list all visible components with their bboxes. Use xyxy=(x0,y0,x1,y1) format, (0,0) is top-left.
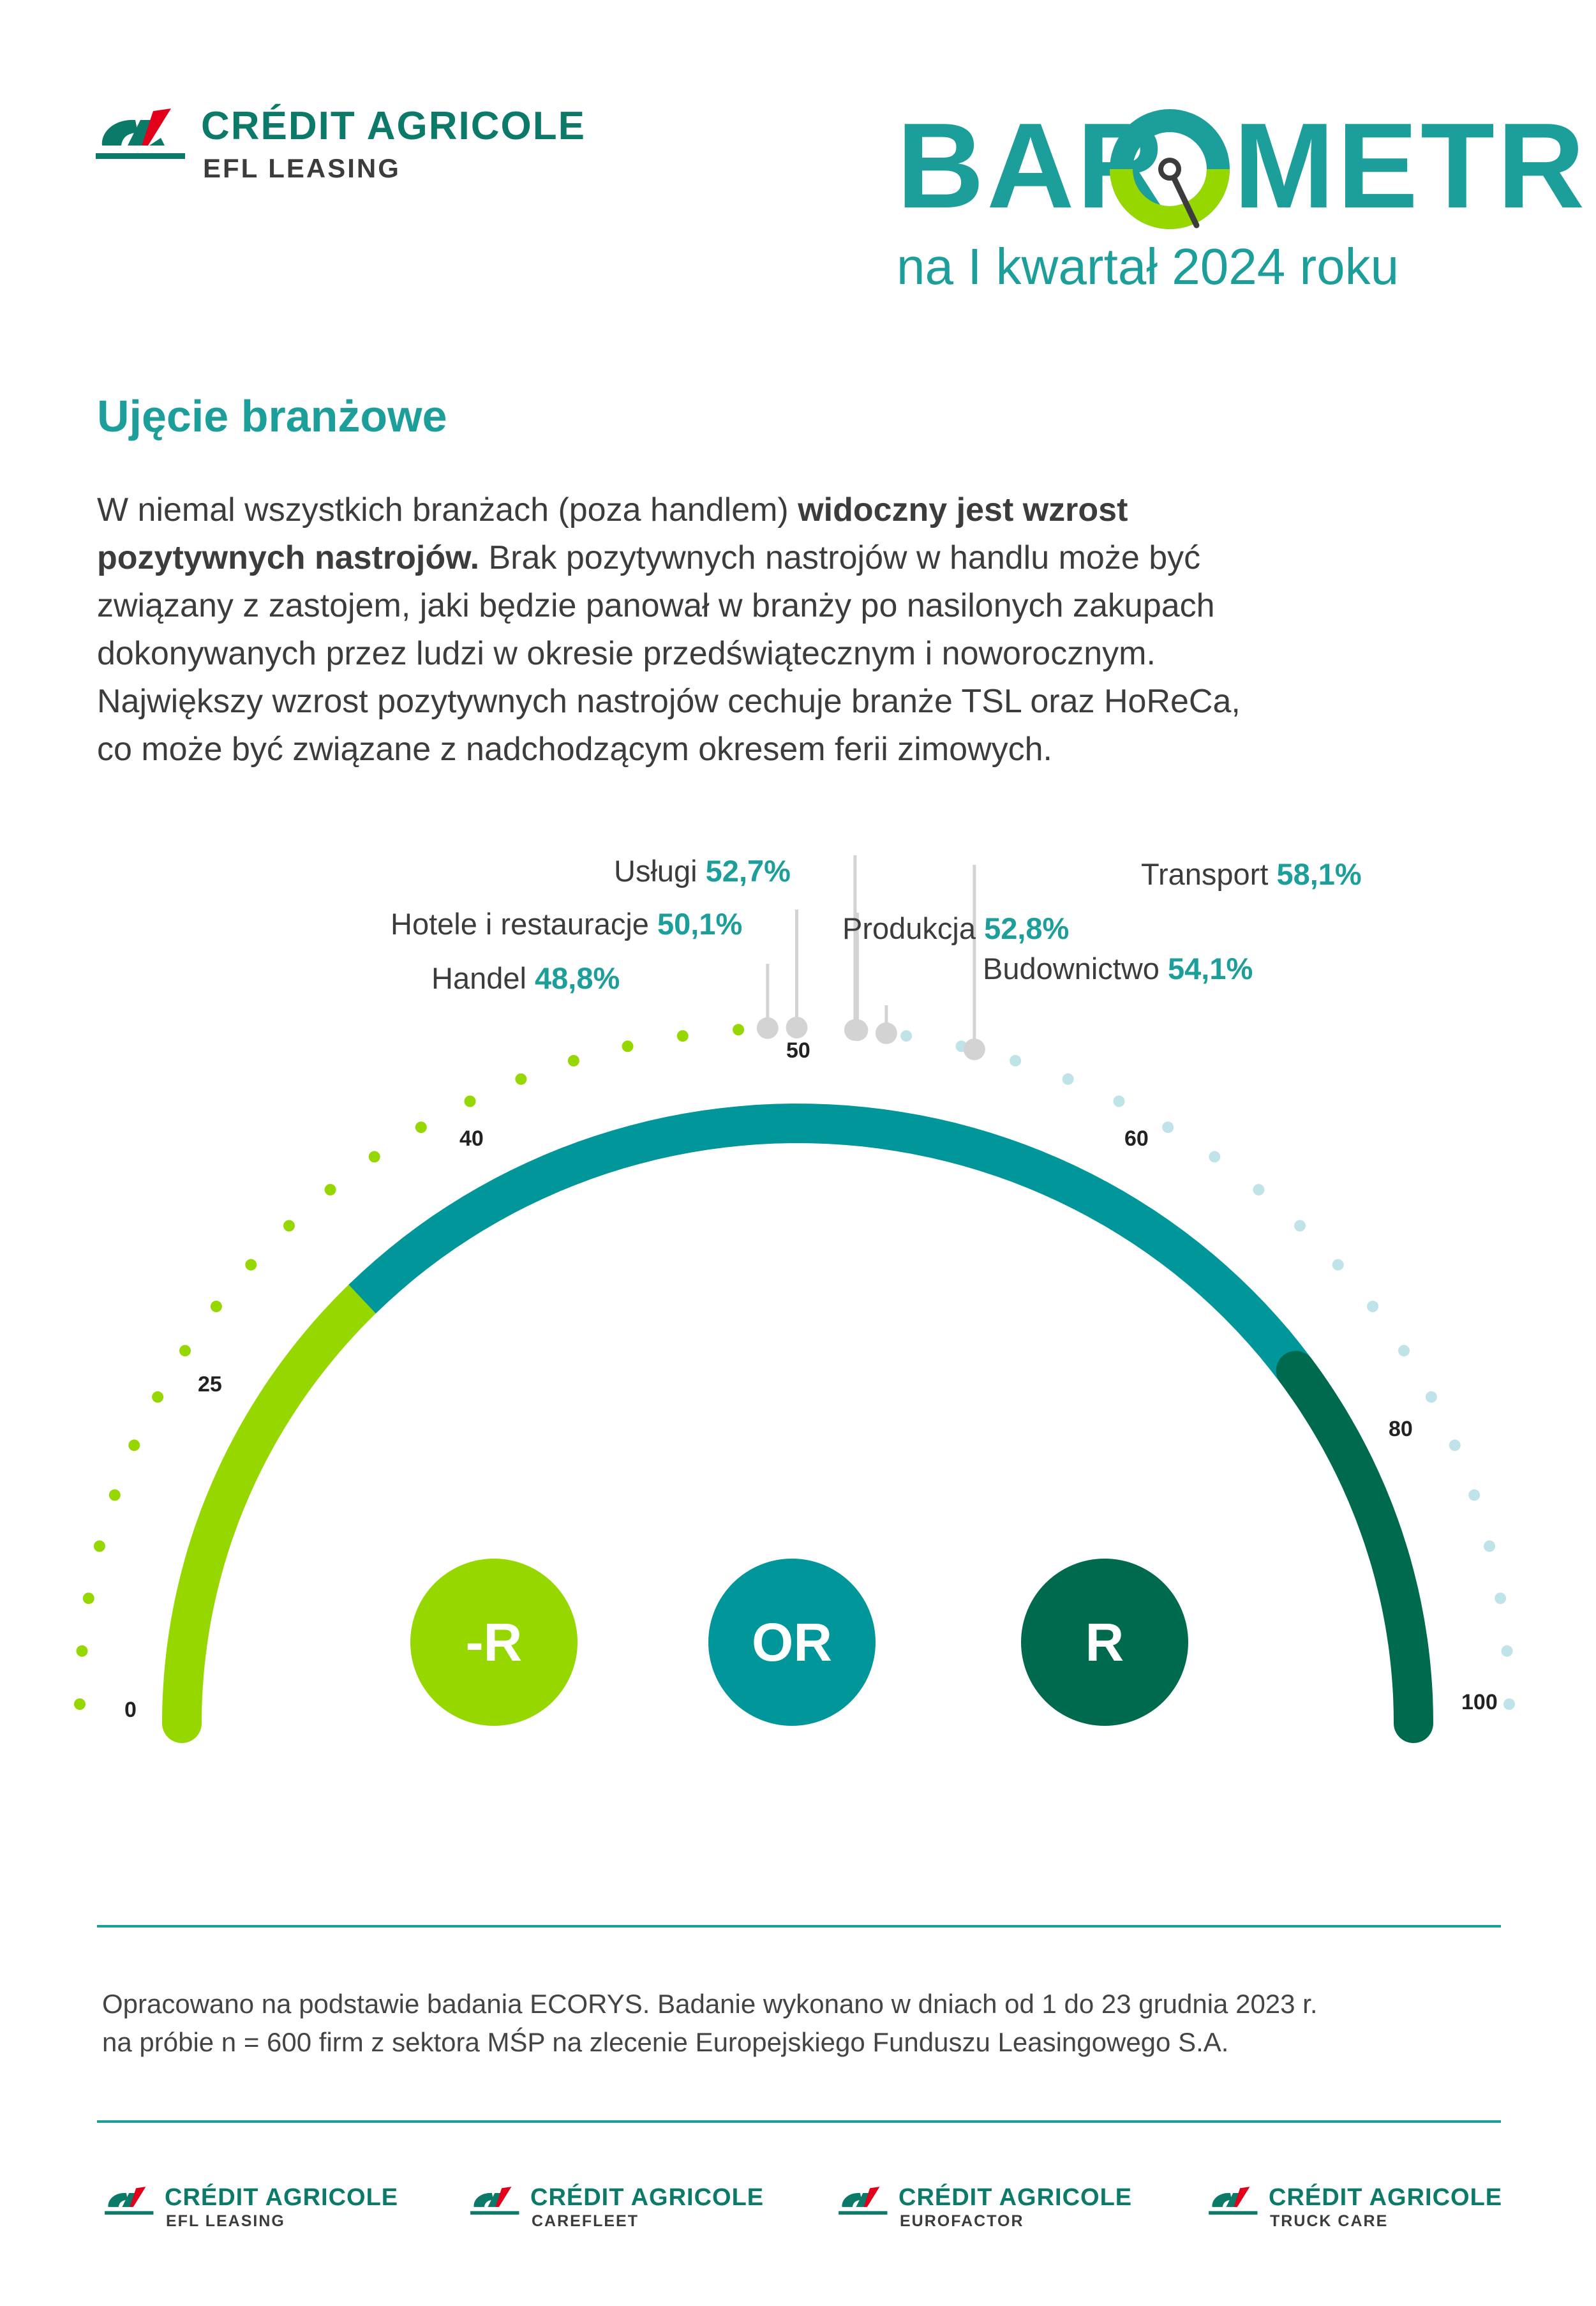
sector-label-hotele: Hotele i restauracje 50,1% xyxy=(391,907,743,941)
footer-logo-truckcare: CRÉDIT AGRICOLE TRUCK CARE xyxy=(1206,2184,1563,2230)
scale-dot xyxy=(179,1345,191,1357)
sector-marker-handel xyxy=(756,1017,779,1039)
scale-dot xyxy=(1162,1121,1174,1134)
intro-line: pozytywnych nastrojów. Brak pozytywnych … xyxy=(97,539,1201,576)
scale-dot xyxy=(1484,1540,1496,1552)
sector-label-transport: Transport 58,1% xyxy=(1141,857,1362,891)
ca-logo-icon xyxy=(105,2187,154,2215)
scale-dot xyxy=(1209,1151,1221,1163)
divider-bottom xyxy=(97,2120,1501,2123)
scale-dot xyxy=(1425,1391,1437,1403)
footnote-line-2: na próbie n = 600 firm z sektora MŚP na … xyxy=(102,2027,1229,2057)
sector-leader-lines xyxy=(766,855,976,1042)
gauge-segment-OR xyxy=(348,1103,1312,1383)
zone-r-minus: -R xyxy=(410,1559,578,1726)
barometr-title-right: METR xyxy=(1234,98,1588,234)
intro-line: Największy wzrost pozytywnych nastrojów … xyxy=(97,683,1241,720)
tick-label-40: 40 xyxy=(459,1127,484,1151)
tick-label-60: 60 xyxy=(1124,1127,1149,1151)
intro-paragraph: W niemal wszystkich branżach (poza handl… xyxy=(97,486,1520,774)
scale-dot xyxy=(82,1592,94,1605)
ca-logo-icon xyxy=(470,2187,519,2215)
scale-dot xyxy=(245,1259,257,1271)
ca-logo-icon xyxy=(1209,2187,1258,2215)
section-title: Ujęcie branżowe xyxy=(97,391,447,441)
barometr-title: BAR METR xyxy=(897,105,1585,239)
tick-label-80: 80 xyxy=(1389,1417,1413,1441)
scale-dot xyxy=(622,1040,634,1052)
scale-dot xyxy=(152,1391,164,1403)
gauge-chart xyxy=(74,855,1515,1743)
sector-label-produkcja: Produkcja 52,8% xyxy=(842,911,1070,945)
scale-dot xyxy=(1468,1489,1480,1501)
sector-marker-produkcja xyxy=(846,1019,869,1042)
brand-name: CRÉDIT AGRICOLE xyxy=(201,104,586,148)
intro-line: co może być związane z nadchodzącym okre… xyxy=(97,731,1053,768)
scale-dot xyxy=(1294,1220,1306,1232)
gauge-segment--R xyxy=(162,1279,382,1743)
footnote-line-1: Opracowano na podstawie badania ECORYS. … xyxy=(102,1989,1318,2019)
scale-dot xyxy=(515,1073,527,1085)
intro-line: W niemal wszystkich branżach (poza handl… xyxy=(97,491,1128,528)
scale-dot xyxy=(1501,1645,1513,1657)
sector-marker-hotele-i-restauracje xyxy=(786,1017,808,1038)
sector-label-budownictwo: Budownictwo 54,1% xyxy=(983,952,1253,985)
footer-logo-eurofactor: CRÉDIT AGRICOLE EUROFACTOR xyxy=(836,2184,1193,2230)
tick-label-25: 25 xyxy=(198,1372,222,1396)
intro-line: związany z zastojem, jaki będzie panował… xyxy=(97,587,1215,624)
scale-dot xyxy=(76,1645,88,1657)
barometr-subtitle: na I kwartał 2024 roku xyxy=(897,238,1399,295)
scale-dot xyxy=(1010,1054,1022,1067)
scale-dot xyxy=(900,1030,913,1042)
scale-dot xyxy=(567,1054,579,1067)
scale-dot xyxy=(1495,1592,1507,1605)
scale-dot xyxy=(464,1095,476,1107)
barometer-o-icon xyxy=(1110,109,1230,229)
sector-label-handel: Handel 48,8% xyxy=(431,961,620,995)
scale-dot xyxy=(1113,1095,1125,1107)
zone-or: OR xyxy=(708,1559,876,1726)
ca-logo-icon xyxy=(839,2187,888,2215)
scale-dot xyxy=(1253,1184,1265,1195)
scale-dot xyxy=(368,1151,380,1163)
gauge-arcs xyxy=(162,1103,1433,1743)
scale-dot xyxy=(1503,1698,1515,1710)
scale-dot xyxy=(1062,1073,1074,1085)
zone-r: R xyxy=(1021,1559,1188,1726)
brand-subname: EFL LEASING xyxy=(203,153,401,183)
brand-logo: CRÉDIT AGRICOLE EFL LEASING xyxy=(96,102,670,191)
scale-dot xyxy=(108,1489,121,1501)
sector-marker-transport xyxy=(963,1038,985,1061)
scale-dot xyxy=(1367,1300,1379,1312)
scale-dot xyxy=(676,1030,689,1042)
footnote: Opracowano na podstawie badania ECORYS. … xyxy=(102,1985,1538,2062)
sector-marker-budownictwo xyxy=(875,1022,897,1044)
scale-dot xyxy=(1398,1345,1410,1357)
scale-dot xyxy=(324,1184,336,1195)
gauge-segment-R xyxy=(1276,1351,1433,1743)
tick-label-50: 50 xyxy=(786,1038,810,1063)
ca-logo-icon xyxy=(96,109,185,159)
divider-top xyxy=(97,1925,1501,1928)
tick-label-0: 0 xyxy=(124,1698,137,1722)
footer-logo-efl: CRÉDIT AGRICOLE EFL LEASING xyxy=(102,2184,459,2230)
scale-dot xyxy=(733,1024,745,1036)
scale-dot xyxy=(93,1540,105,1552)
scale-dot xyxy=(1332,1259,1344,1271)
tick-label-100: 100 xyxy=(1461,1690,1498,1714)
sector-label-uslugi: Usługi 52,7% xyxy=(614,854,791,888)
scale-dot xyxy=(1449,1439,1461,1451)
footer-logo-carefleet: CRÉDIT AGRICOLE CAREFLEET xyxy=(468,2184,825,2230)
scale-dot xyxy=(283,1220,295,1232)
scale-dot xyxy=(128,1439,140,1451)
scale-dot xyxy=(210,1300,222,1312)
scale-dot xyxy=(415,1121,427,1134)
intro-line: dokonywanych przez ludzi w okresie przed… xyxy=(97,635,1156,672)
sector-markers xyxy=(756,1017,985,1061)
scale-dot xyxy=(74,1698,86,1710)
